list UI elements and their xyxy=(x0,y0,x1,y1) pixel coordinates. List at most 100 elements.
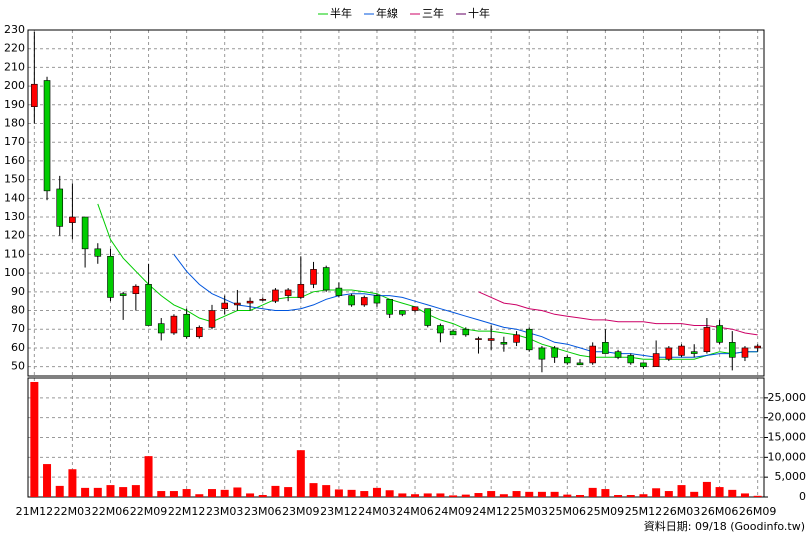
legend: 半年 年線 三年 十年 xyxy=(318,6,490,20)
y-tick-label: 70 xyxy=(11,322,25,335)
y-tick-label: 15,000 xyxy=(768,431,807,444)
candle-body xyxy=(437,325,444,334)
volume-bar xyxy=(715,487,724,497)
x-tick-label: 23M06 xyxy=(244,505,282,518)
footer: 資料日期: 09/18 (Goodinfo.tw) xyxy=(644,519,805,533)
candle-body xyxy=(69,216,76,223)
x-tick-label: 24M03 xyxy=(358,505,396,518)
candle-body xyxy=(259,299,267,301)
legend-label: 年線 xyxy=(376,6,398,20)
volume-bar xyxy=(537,491,546,497)
plot-frame xyxy=(27,29,765,377)
y-tick-label: 170 xyxy=(4,135,25,148)
volume-bar xyxy=(182,489,191,497)
candle-body xyxy=(538,347,546,360)
candle-body xyxy=(424,308,432,326)
volume-bar xyxy=(690,491,699,497)
candle-body xyxy=(754,345,761,349)
candle-body xyxy=(56,188,64,227)
y-tick-label: 5,000 xyxy=(775,470,807,483)
x-tick-label: 26M03 xyxy=(663,505,701,518)
candle-body xyxy=(576,362,584,366)
volume-bar xyxy=(334,489,343,497)
volume-bar xyxy=(499,494,508,497)
candle-body xyxy=(234,302,241,306)
volume-bar xyxy=(55,485,64,497)
volume-bar xyxy=(398,493,407,497)
volume-bar xyxy=(550,491,559,497)
legend-label: 三年 xyxy=(422,6,444,20)
volume-bar xyxy=(664,491,673,497)
volume-bar xyxy=(322,485,331,497)
candle-body xyxy=(665,347,673,360)
candle-body xyxy=(196,327,203,338)
volume-bar xyxy=(233,487,242,497)
candle-body xyxy=(310,269,317,285)
x-tick-label: 26M09 xyxy=(739,505,777,518)
candle-body xyxy=(627,355,635,364)
candle-body xyxy=(386,299,393,315)
volume-bar xyxy=(157,491,166,497)
volume-bar xyxy=(423,493,432,497)
volume-bar xyxy=(563,494,572,497)
candle-body xyxy=(246,300,254,304)
candle-body xyxy=(107,256,114,298)
candle-body xyxy=(589,345,596,364)
volume-bar xyxy=(195,494,204,497)
y-tick-label: 10,000 xyxy=(768,450,807,463)
volume-bar xyxy=(258,495,267,497)
volume-bar xyxy=(309,483,318,497)
candle-body xyxy=(728,342,736,358)
candle-body xyxy=(81,216,89,250)
x-tick-label: 24M09 xyxy=(434,505,472,518)
y-tick-label: 150 xyxy=(4,173,25,186)
x-tick-label: 25M03 xyxy=(510,505,548,518)
y-tick-label: 140 xyxy=(4,191,25,204)
candle-body xyxy=(716,325,723,343)
candle-body xyxy=(678,345,685,356)
candle-body xyxy=(94,248,102,257)
candle-body xyxy=(741,347,749,358)
candle-body xyxy=(360,297,368,306)
candle-body xyxy=(183,313,190,338)
x-tick-label: 23M12 xyxy=(320,505,358,518)
volume-bar xyxy=(30,381,39,497)
plot-frame xyxy=(27,377,765,498)
volume-bar xyxy=(461,494,470,497)
candle-body xyxy=(119,293,127,296)
candle-body xyxy=(500,342,508,345)
candle-body xyxy=(475,338,482,340)
candle-body xyxy=(551,347,558,358)
x-tick-label: 22M12 xyxy=(168,505,206,518)
candle-body xyxy=(513,334,520,343)
volume-bar xyxy=(372,487,381,497)
candle-body xyxy=(525,328,533,351)
candle-body xyxy=(348,295,355,306)
volume-bar xyxy=(588,487,597,497)
volume-bar xyxy=(131,485,140,497)
candle-body xyxy=(411,306,419,311)
volume-bar xyxy=(347,489,356,497)
y-tick-label: 100 xyxy=(4,266,25,279)
candle-body xyxy=(462,328,470,336)
candle-body xyxy=(208,310,216,328)
candle-body xyxy=(449,330,457,336)
x-tick-label: 21M12 xyxy=(16,505,54,518)
candle-body xyxy=(703,327,711,352)
y-tick-label: 110 xyxy=(4,247,25,260)
x-tick-label: 25M06 xyxy=(549,505,587,518)
y-tick-label: 190 xyxy=(4,98,25,111)
volume-bar xyxy=(284,487,293,497)
volume-bar xyxy=(614,495,623,497)
volume-bar xyxy=(220,489,229,497)
candle-body xyxy=(272,289,279,302)
volume-bar xyxy=(68,469,77,497)
candle-body xyxy=(284,289,292,296)
x-tick-label: 22M09 xyxy=(130,505,168,518)
candle-body xyxy=(564,356,571,364)
volume-bar xyxy=(144,456,153,497)
candle-body xyxy=(652,353,660,367)
candle-body xyxy=(43,80,51,192)
volume-bar xyxy=(702,481,711,497)
